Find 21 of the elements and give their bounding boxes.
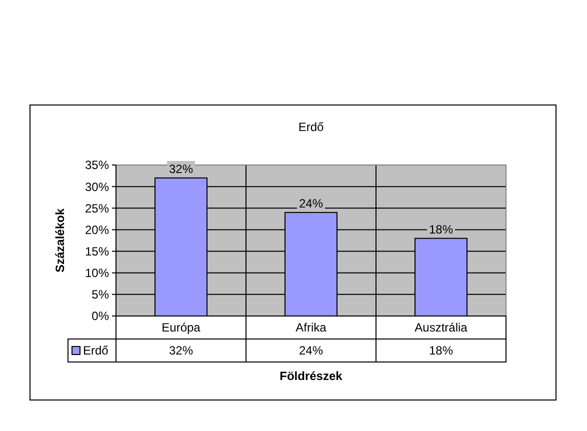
legend-label: Erdő [83, 344, 109, 358]
y-tick-label: 5% [92, 288, 110, 302]
text: 18% [428, 222, 454, 236]
x-tick-label: Ausztrália [414, 320, 468, 335]
y-tick-label: 15% [84, 244, 110, 258]
chart-title: Erdő [298, 120, 324, 134]
data-label: 24% [298, 344, 324, 358]
y-axis-title: Százalékok [53, 208, 67, 273]
x-tick-label: Afrika [296, 320, 327, 335]
y-tick-label: 10% [84, 266, 110, 280]
y-tick-label: 20% [84, 222, 110, 237]
x-axis-title: Földrészek [280, 369, 343, 383]
text: 32% [168, 162, 194, 176]
y-tick-label: 35% [84, 158, 110, 172]
y-tick-label: 25% [84, 201, 110, 216]
text: 24% [298, 196, 324, 210]
data-label: 32% [168, 344, 194, 358]
y-tick-label: 0% [92, 309, 110, 324]
x-tick-label: Európa [162, 320, 201, 335]
y-tick-label: 30% [84, 180, 110, 194]
data-label: 18% [428, 344, 454, 358]
